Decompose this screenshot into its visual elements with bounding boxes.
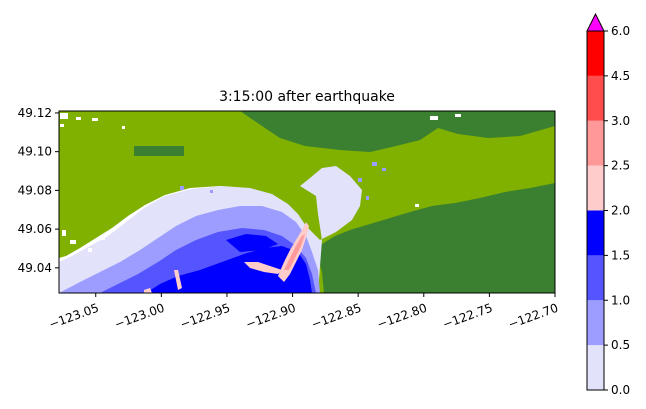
colorbar-tick-label: 6.0 (611, 24, 630, 38)
y-tick-label: 49.04 (18, 261, 52, 275)
x-tick-label: −123.05 (47, 301, 101, 332)
land-upland-south (318, 183, 555, 293)
water-level-4-arm (244, 262, 282, 274)
water-level-4-bottom (174, 270, 182, 290)
x-tick-label: −122.85 (310, 301, 364, 332)
coastline-speckle (60, 113, 461, 252)
colorbar-level (587, 300, 604, 346)
x-tick-label: −122.80 (375, 301, 429, 332)
colorbar-level (587, 210, 604, 256)
y-tick-label: 49.10 (18, 145, 52, 159)
map-frame (58, 110, 556, 294)
y-tick-label: 49.06 (18, 222, 52, 236)
x-axis: −123.05 −123.00 −122.95 −122.90 −122.85 −122.… (47, 293, 560, 332)
wet-speckle (180, 162, 386, 200)
y-tick-label: 49.08 (18, 183, 52, 197)
colorbar-tick-label: 3.0 (611, 114, 630, 128)
x-tick-label: −123.00 (113, 301, 167, 332)
water-level-3 (146, 246, 312, 293)
colorbar-tick-label: 0.0 (611, 383, 630, 397)
colorbar-tick-label: 4.5 (611, 69, 630, 83)
y-tick-label: 49.12 (18, 106, 52, 120)
colorbar-level (587, 31, 604, 76)
water-level-5 (284, 234, 305, 270)
colorbar-level (587, 165, 604, 211)
colorbar-extend-arrow (586, 12, 605, 32)
colorbar-level (587, 120, 604, 166)
colorbar-level (587, 345, 604, 390)
colorbar-tick-label: 0.5 (611, 338, 630, 352)
colorbar-tick-label: 2.5 (611, 159, 630, 173)
colorbar-level (587, 255, 604, 301)
water-level-3-patch (226, 234, 278, 252)
colorbar-tick-label: 1.5 (611, 248, 630, 262)
colorbar-level (587, 75, 604, 121)
colorbar-tick-label: 1.0 (611, 293, 630, 307)
colorbar: 0.0 0.5 1.0 1.5 2.0 2.5 3.0 4.5 6.0 (586, 12, 630, 397)
colorbar-tick-label: 2.0 (611, 204, 630, 218)
water-level-4-sw (144, 288, 152, 293)
map-area (59, 111, 555, 293)
x-tick-label: −122.95 (178, 301, 232, 332)
x-tick-label: −122.90 (244, 301, 298, 332)
y-axis: 49.12 49.10 49.08 49.06 49.04 (18, 106, 59, 275)
land-upland-patch (134, 146, 184, 156)
land-upland-north (240, 111, 555, 152)
x-tick-label: −122.70 (506, 301, 560, 332)
x-tick-label: −122.75 (441, 301, 495, 332)
map-title: 3:15:00 after earthquake (219, 89, 395, 105)
